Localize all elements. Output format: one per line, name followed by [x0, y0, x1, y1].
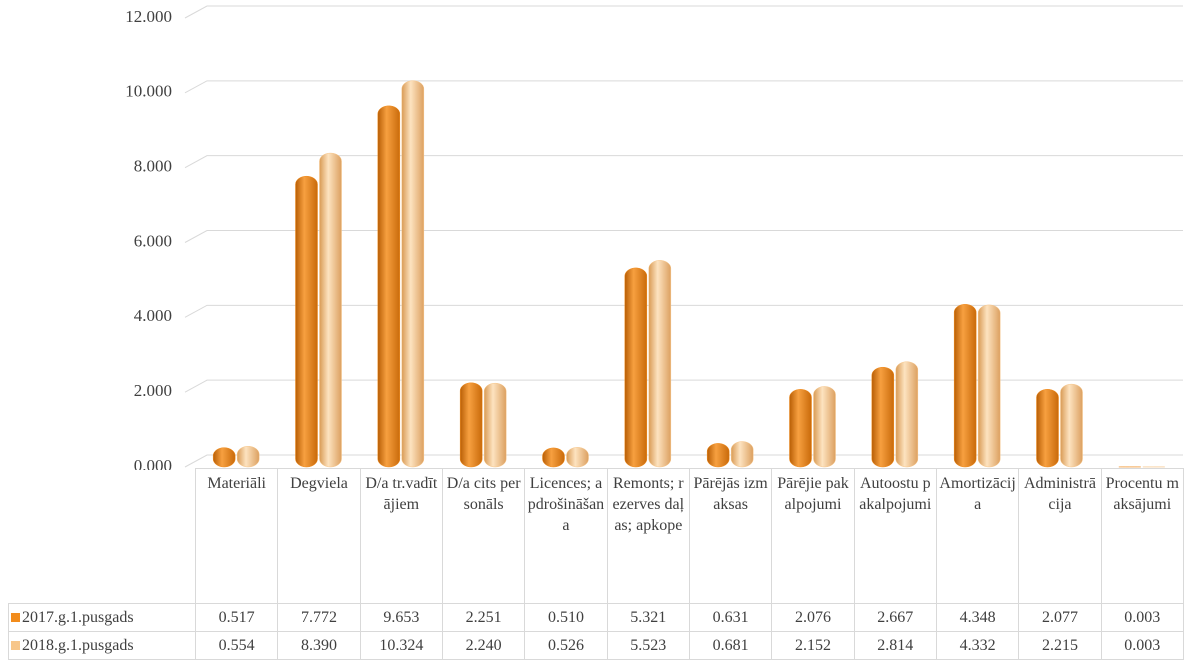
data-label: 0.517 — [196, 604, 278, 632]
x-tick-label: Licences; apdrošināšana — [525, 469, 607, 604]
x-tick-label: Remonts; rezerves daļas; apkope — [607, 469, 689, 604]
y-tick-label: 4.000 — [134, 306, 172, 325]
bar — [296, 176, 318, 467]
bar — [378, 106, 400, 467]
x-tick-label: D/a tr.vadītājiem — [360, 469, 442, 604]
x-tick-label: Amortizācija — [936, 469, 1018, 604]
data-label: 0.554 — [196, 632, 278, 660]
x-tick-label: Pārējie pakalpojumi — [772, 469, 854, 604]
grid-line — [185, 6, 1183, 18]
y-tick-label: 12.000 — [125, 7, 172, 26]
bar — [543, 448, 565, 467]
legend-entry: 2017.g.1.pusgads — [9, 604, 196, 632]
bar — [707, 443, 729, 467]
y-tick-label: 6.000 — [134, 231, 172, 250]
bar — [978, 305, 1000, 467]
x-tick-label: Materiāli — [196, 469, 278, 604]
data-label: 2.667 — [854, 604, 936, 632]
bar — [484, 383, 506, 467]
data-label: 10.324 — [360, 632, 442, 660]
y-tick-label: 10.000 — [125, 82, 172, 101]
bar — [625, 268, 647, 467]
data-label: 2.076 — [772, 604, 854, 632]
y-tick-label: 8.000 — [134, 157, 172, 176]
legend-label: 2018.g.1.pusgads — [22, 637, 134, 654]
data-label: 0.681 — [689, 632, 771, 660]
bar — [790, 389, 812, 467]
data-label: 2.251 — [442, 604, 524, 632]
legend-label: 2017.g.1.pusgads — [22, 609, 134, 626]
bar — [814, 386, 836, 467]
legend-key — [11, 613, 20, 622]
bar — [237, 446, 259, 467]
data-label: 0.003 — [1101, 632, 1183, 660]
bar — [896, 362, 918, 467]
bar — [649, 260, 671, 467]
data-label: 8.390 — [278, 632, 360, 660]
grid-line — [185, 81, 1183, 93]
bar — [460, 383, 482, 467]
data-label: 2.077 — [1019, 604, 1101, 632]
bar — [1061, 384, 1083, 467]
bar — [1037, 389, 1059, 467]
bar — [567, 447, 589, 467]
bar — [213, 448, 235, 467]
data-label: 0.003 — [1101, 604, 1183, 632]
y-tick-label: 2.000 — [134, 381, 172, 400]
x-tick-label: Administrācija — [1019, 469, 1101, 604]
data-label: 5.523 — [607, 632, 689, 660]
x-tick-label: Pārējās izmaksas — [689, 469, 771, 604]
legend-key — [11, 641, 20, 650]
bar — [320, 153, 342, 467]
x-tick-label: D/a cits personāls — [442, 469, 524, 604]
data-label: 5.321 — [607, 604, 689, 632]
bar — [731, 442, 753, 467]
bar — [872, 367, 894, 467]
data-label: 2.215 — [1019, 632, 1101, 660]
data-label: 2.240 — [442, 632, 524, 660]
x-tick-label: Degviela — [278, 469, 360, 604]
bar — [402, 81, 424, 467]
data-label: 0.510 — [525, 604, 607, 632]
data-label: 0.526 — [525, 632, 607, 660]
data-label: 7.772 — [278, 604, 360, 632]
data-label: 4.332 — [936, 632, 1018, 660]
data-label: 9.653 — [360, 604, 442, 632]
data-label: 2.152 — [772, 632, 854, 660]
legend-entry: 2018.g.1.pusgads — [9, 632, 196, 660]
corner — [9, 469, 196, 604]
data-label: 2.814 — [854, 632, 936, 660]
x-tick-label: Procentu maksājumi — [1101, 469, 1183, 604]
bar — [954, 304, 976, 467]
data-label: 4.348 — [936, 604, 1018, 632]
data-label: 0.631 — [689, 604, 771, 632]
x-tick-label: Autoostu pakalpojumi — [854, 469, 936, 604]
